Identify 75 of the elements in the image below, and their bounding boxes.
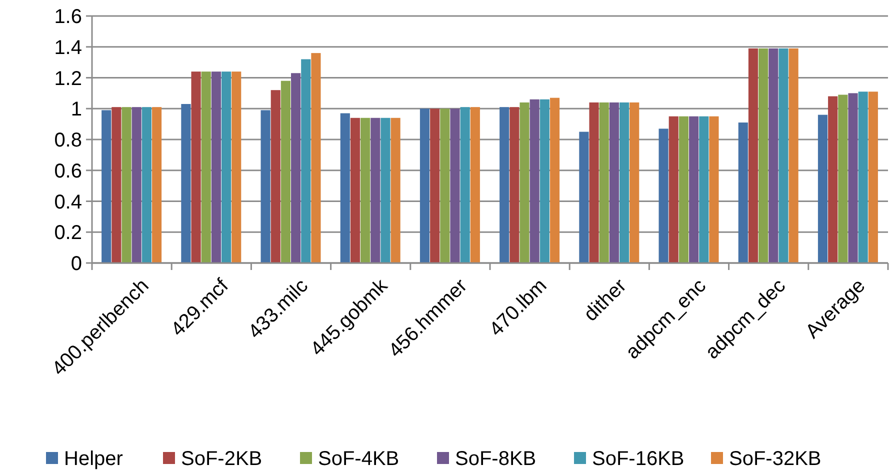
y-tick-label: 0: [70, 253, 82, 275]
bar: [390, 118, 400, 263]
bar: [838, 94, 848, 263]
legend-label: SoF-32KB: [729, 448, 822, 470]
y-tick-label: 0.8: [54, 130, 82, 152]
y-tick-label: 1: [70, 98, 82, 121]
legend-label: SoF-8KB: [455, 448, 536, 470]
bar: [291, 73, 301, 263]
bar: [709, 116, 719, 263]
y-tick-label: 1.6: [54, 6, 82, 28]
bar: [191, 72, 201, 263]
bar: [748, 48, 758, 263]
y-tick-label: 0.4: [54, 191, 82, 214]
bar: [788, 48, 798, 263]
bar: [221, 72, 232, 263]
bar: [102, 110, 112, 263]
bar: [630, 102, 640, 263]
bar: [828, 96, 838, 263]
bar: [470, 107, 480, 263]
y-tick-label: 0.6: [54, 160, 82, 182]
bar: [738, 122, 748, 263]
bar: [311, 53, 321, 263]
bar: [500, 107, 510, 263]
bar: [440, 108, 450, 263]
bar: [699, 116, 709, 263]
bar: [868, 92, 878, 263]
bar: [550, 98, 560, 263]
bar: [848, 93, 858, 263]
y-tick-label: 0.2: [54, 222, 82, 244]
bar: [232, 72, 242, 263]
bar: [152, 107, 162, 263]
y-tick-label: 1.4: [54, 36, 82, 59]
bar: [280, 80, 290, 263]
bar: [530, 99, 540, 263]
bar: [301, 59, 311, 263]
bar: [678, 116, 688, 263]
bar: [689, 116, 699, 263]
bar: [668, 116, 678, 263]
legend-label: SoF-16KB: [592, 448, 684, 470]
bar: [460, 107, 470, 263]
bar: [340, 113, 350, 263]
bar: [360, 118, 370, 263]
bar: [818, 114, 828, 263]
bar: [599, 102, 609, 263]
bar: [370, 118, 380, 263]
bar: [112, 107, 122, 263]
bar: [619, 102, 630, 263]
bar: [201, 72, 211, 263]
legend-label: Helper: [64, 448, 124, 470]
bar: [450, 108, 460, 263]
bar: [778, 48, 788, 263]
bar: [658, 128, 668, 263]
bar: [122, 107, 132, 263]
bar: [132, 107, 142, 263]
bar: [858, 92, 868, 263]
bar: [211, 72, 221, 263]
bar: [540, 99, 550, 263]
bar: [579, 132, 589, 263]
legend-label: SoF-2KB: [181, 448, 262, 470]
legend-label: SoF-4KB: [318, 448, 400, 470]
bar: [430, 108, 440, 263]
bar: [181, 104, 191, 263]
bar: [270, 90, 280, 263]
y-tick-label: 1.2: [54, 68, 82, 90]
bar: [420, 108, 430, 263]
bar: [260, 110, 270, 263]
bar: [350, 118, 360, 263]
bar: [520, 102, 530, 263]
bar: [510, 107, 520, 263]
bar: [768, 48, 778, 263]
bar: [758, 48, 768, 263]
bar: [589, 102, 599, 263]
bar: [380, 118, 390, 263]
bar: [142, 107, 152, 263]
bar: [609, 102, 619, 263]
